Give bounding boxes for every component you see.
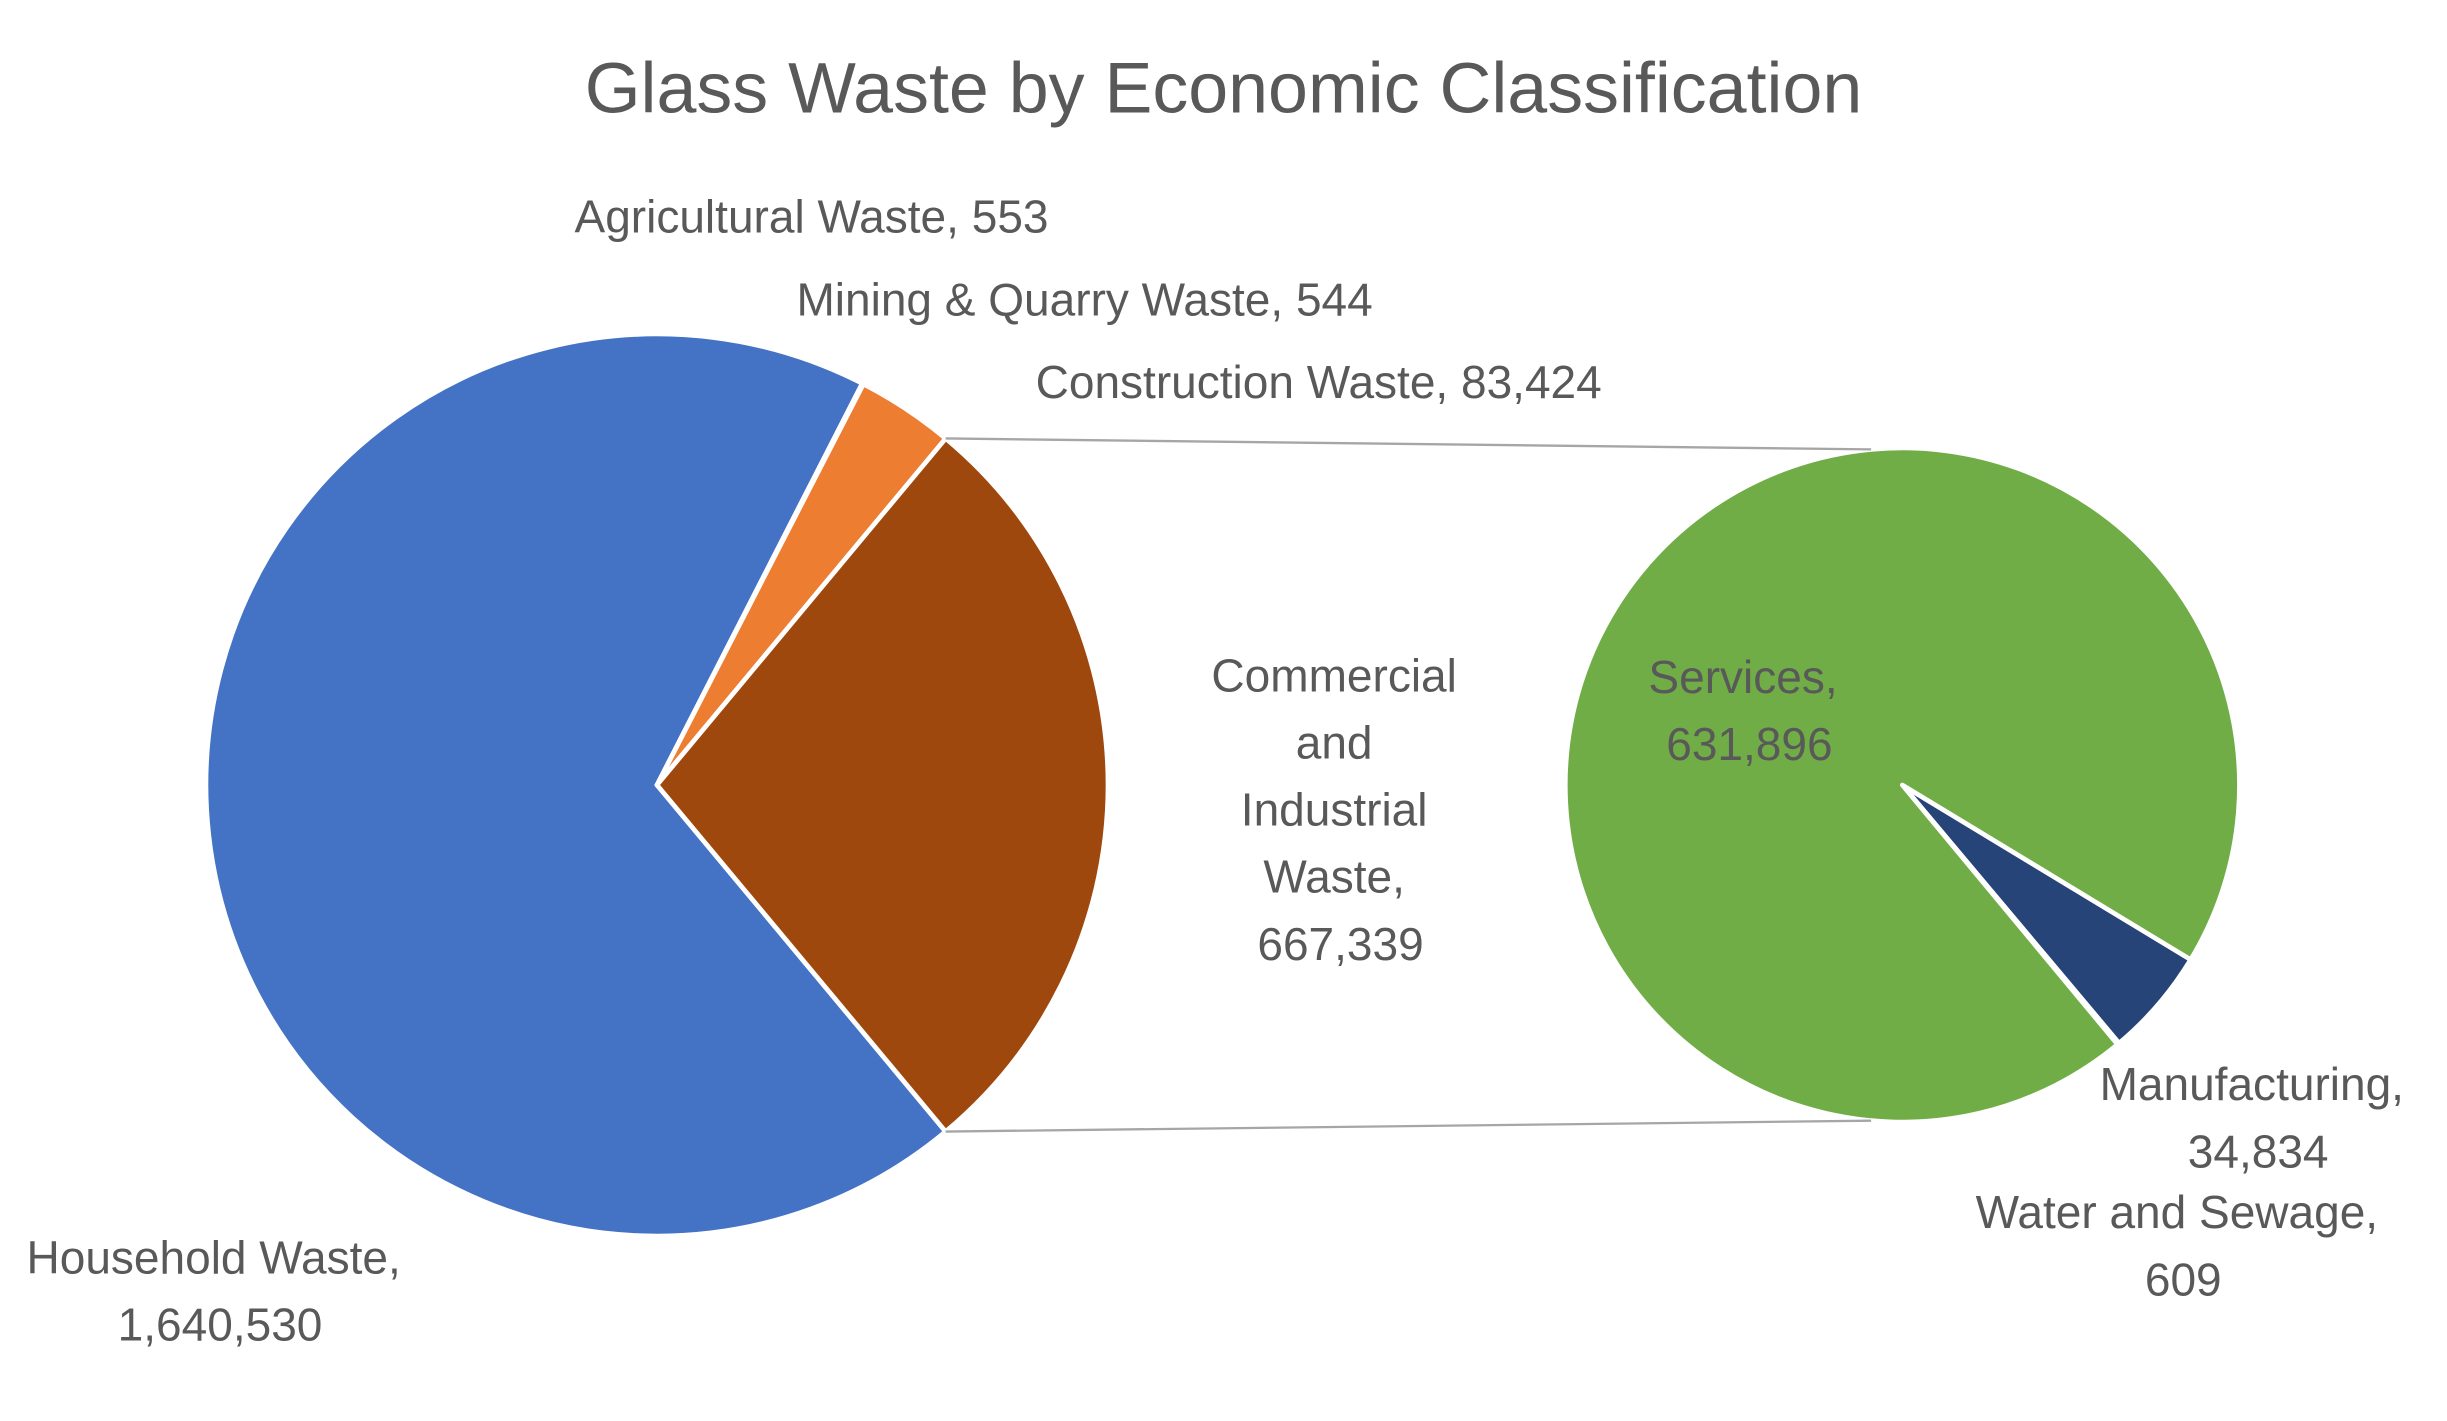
data-label-line: and <box>1296 716 1386 768</box>
pie-slice <box>654 436 1111 1134</box>
data-label-line: Household Waste, <box>27 1231 414 1283</box>
data-label: Agricultural Waste, 553 <box>575 191 1049 243</box>
data-label: Manufacturing, 34,834 <box>2100 1058 2417 1177</box>
data-label-line: 631,896 <box>1666 718 1832 770</box>
data-label: Commercial and Industrial Waste, 667,339 <box>1211 649 1469 969</box>
connector-line <box>945 437 1872 451</box>
data-label: Water and Sewage, 609 <box>1976 1186 2391 1305</box>
pie-slice <box>203 331 948 1239</box>
data-label-line: 667,339 <box>1257 918 1423 970</box>
data-label-line: 1,640,530 <box>118 1299 323 1351</box>
data-label-line: Water and Sewage, <box>1976 1186 2391 1238</box>
data-label: Construction Waste, 83,424 <box>1036 356 1602 408</box>
data-label: Household Waste, 1,640,530 <box>27 1231 414 1350</box>
data-label-line: 609 <box>2145 1253 2222 1305</box>
data-label-line: Industrial <box>1241 784 1441 836</box>
data-label-line: Mining & Quarry Waste, 544 <box>796 273 1372 325</box>
data-label-line: Services, <box>1648 651 1850 703</box>
data-label-line: Construction Waste, 83,424 <box>1036 356 1602 408</box>
connector-line <box>945 1119 1872 1133</box>
chart-title: Glass Waste by Economic Classification <box>585 49 1863 129</box>
data-label: Services, 631,896 <box>1648 651 1850 770</box>
data-label-line: Manufacturing, <box>2100 1058 2417 1110</box>
data-label: Mining & Quarry Waste, 544 <box>796 273 1372 325</box>
data-label-line: Agricultural Waste, 553 <box>575 191 1049 243</box>
pie-slice <box>1562 445 2242 1125</box>
data-label-line: Commercial <box>1211 649 1469 701</box>
data-label-line: Waste, <box>1263 851 1417 903</box>
data-label-line: 34,834 <box>2188 1125 2329 1177</box>
